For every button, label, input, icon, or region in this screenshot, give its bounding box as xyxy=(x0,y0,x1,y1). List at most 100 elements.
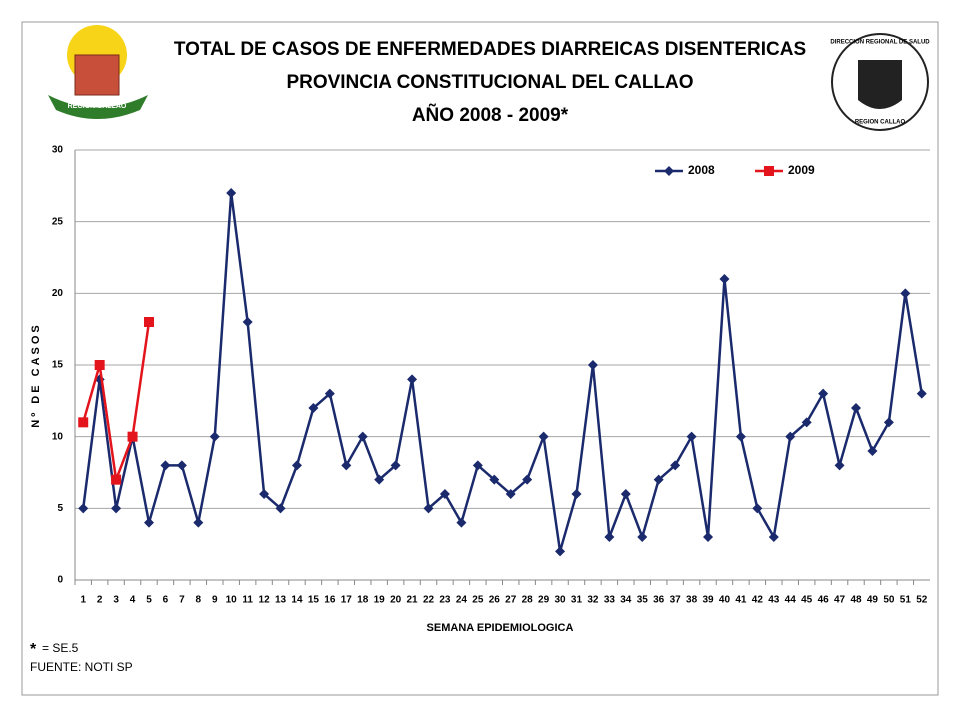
x-tick-label: 18 xyxy=(357,595,369,606)
x-tick-label: 48 xyxy=(850,595,862,606)
x-tick-label: 26 xyxy=(489,595,501,606)
marker xyxy=(324,388,335,399)
x-tick-label: 51 xyxy=(900,595,912,606)
marker xyxy=(752,503,763,514)
x-tick-label: 27 xyxy=(505,595,517,606)
x-tick-label: 19 xyxy=(374,595,386,606)
logo-text: REGION CALLAO xyxy=(68,103,127,110)
marker xyxy=(374,474,385,485)
series-line xyxy=(81,192,924,552)
marker xyxy=(637,532,648,542)
y-tick-label: 20 xyxy=(52,288,64,299)
marker xyxy=(620,489,631,499)
frame xyxy=(21,21,939,696)
marker xyxy=(538,431,549,442)
x-tick-label: 21 xyxy=(407,595,419,606)
source: FUENTE: NOTI SP xyxy=(30,660,133,674)
marker xyxy=(851,403,862,413)
marker xyxy=(505,489,516,499)
x-tick-label: 42 xyxy=(752,595,764,606)
x-tick-label: 50 xyxy=(883,595,895,606)
x-tick-label: 23 xyxy=(439,595,451,606)
y-tick-label: 0 xyxy=(57,575,63,586)
logo-shield xyxy=(858,60,902,109)
x-tick-label: 46 xyxy=(818,595,830,606)
marker xyxy=(160,460,171,471)
marker xyxy=(489,474,500,485)
marker xyxy=(670,460,681,471)
logo-text: REGION CALLAO xyxy=(855,120,906,126)
marker xyxy=(78,417,89,428)
marker xyxy=(78,503,89,514)
x-tick-label: 28 xyxy=(522,595,534,606)
x-tick-label: 10 xyxy=(226,595,238,606)
logo-text: DIRECCION REGIONAL DE SALUD xyxy=(830,40,930,46)
marker xyxy=(768,532,779,542)
marker xyxy=(226,188,237,198)
logo-ribbon xyxy=(48,95,148,119)
chart-title: TOTAL DE CASOS DE ENFERMEDADES DIARREICA… xyxy=(174,39,806,60)
logo-right: DIRECCION REGIONAL DE SALUD REGION CALLA… xyxy=(830,33,930,131)
marker xyxy=(143,517,154,528)
marker xyxy=(259,489,270,499)
x-tick-label: 6 xyxy=(163,595,169,606)
marker xyxy=(472,460,483,471)
x-tick-label: 37 xyxy=(670,595,682,606)
marker xyxy=(291,460,302,471)
x-tick-label: 15 xyxy=(308,595,320,606)
marker xyxy=(867,446,878,456)
marker xyxy=(571,489,582,499)
y-axis-label: Nº DE CASOS xyxy=(30,322,42,427)
marker xyxy=(242,317,253,327)
x-tick-label: 16 xyxy=(324,595,336,606)
y-tick-label: 15 xyxy=(52,360,64,371)
x-tick-label: 17 xyxy=(341,595,353,606)
x-tick-label: 36 xyxy=(653,595,665,606)
x-tick-label: 29 xyxy=(538,595,550,606)
marker xyxy=(308,403,319,413)
x-tick-label: 8 xyxy=(196,595,202,606)
x-tick-label: 24 xyxy=(456,595,468,606)
marker xyxy=(587,360,598,370)
x-tick-label: 9 xyxy=(212,595,218,606)
x-tick-label: 35 xyxy=(637,595,649,606)
marker xyxy=(764,166,774,176)
marker xyxy=(653,474,664,485)
x-tick-label: 52 xyxy=(916,595,928,606)
marker xyxy=(818,388,829,399)
marker xyxy=(916,388,927,399)
x-axis-label: SEMANA EPIDEMIOLOGICA xyxy=(427,622,574,634)
chart-title: AÑO 2008 - 2009* xyxy=(412,104,569,126)
marker xyxy=(439,489,450,499)
y-tick-label: 10 xyxy=(52,431,64,442)
x-tick-label: 1 xyxy=(80,595,86,606)
marker xyxy=(900,288,911,299)
x-tick-label: 12 xyxy=(259,595,271,606)
marker xyxy=(275,503,286,514)
marker xyxy=(522,474,533,485)
y-tick-label: 5 xyxy=(57,503,63,514)
marker xyxy=(390,460,401,471)
x-tick-label: 39 xyxy=(702,595,714,606)
x-tick-label: 47 xyxy=(834,595,846,606)
marker xyxy=(664,166,674,176)
marker xyxy=(111,503,122,514)
marker xyxy=(834,460,845,471)
x-tick-label: 44 xyxy=(785,595,797,606)
x-tick-label: 41 xyxy=(735,595,747,606)
x-tick-label: 14 xyxy=(291,595,303,606)
marker xyxy=(407,374,418,385)
legend-label: 2009 xyxy=(788,163,815,177)
x-tick-label: 45 xyxy=(801,595,813,606)
x-tick-label: 13 xyxy=(275,595,287,606)
x-tick-label: 5 xyxy=(146,595,152,606)
marker xyxy=(785,431,796,442)
y-tick-label: 25 xyxy=(52,216,64,227)
logo-castle xyxy=(74,54,120,96)
marker xyxy=(686,431,697,442)
x-tick-label: 4 xyxy=(130,595,136,606)
marker xyxy=(209,431,220,442)
marker xyxy=(143,317,154,327)
marker xyxy=(883,417,894,428)
